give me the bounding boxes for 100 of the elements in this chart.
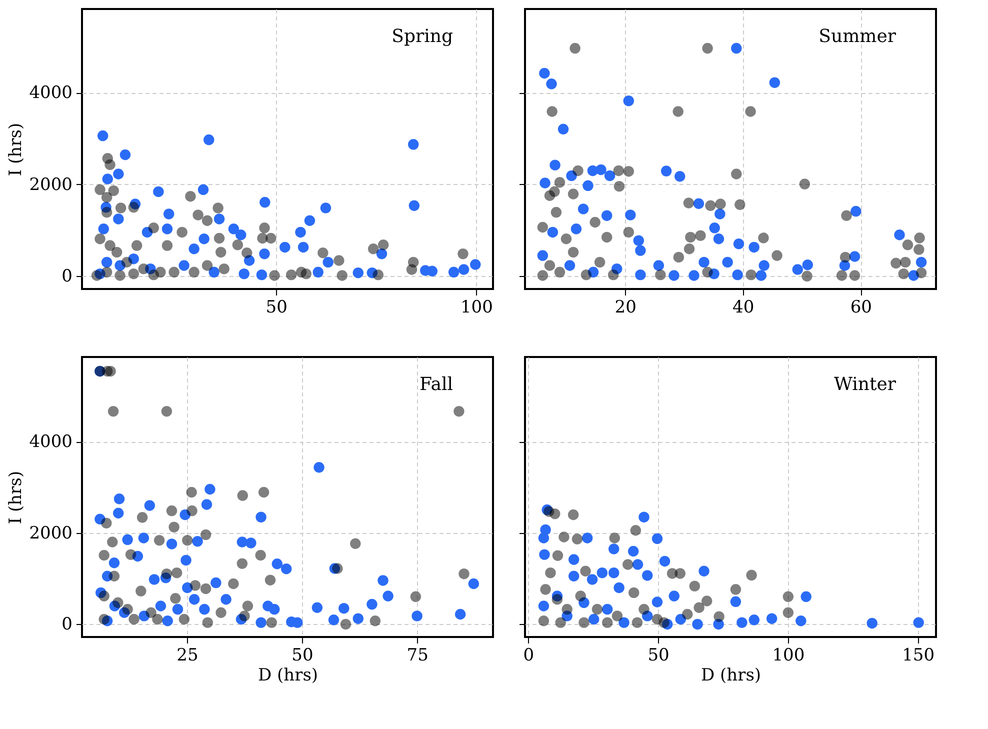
point [260, 196, 270, 208]
y-tick-label: 4000 [29, 83, 72, 104]
y-axis-title: I (hrs) [6, 470, 26, 524]
point [698, 256, 710, 268]
point [618, 617, 630, 628]
point [163, 208, 174, 220]
point [180, 509, 190, 520]
point [138, 264, 149, 274]
point [228, 578, 239, 590]
point [568, 554, 580, 565]
point [601, 210, 612, 221]
point [731, 168, 742, 180]
point [458, 264, 470, 275]
point [142, 226, 153, 238]
point [102, 570, 113, 582]
point [547, 226, 558, 238]
point [458, 568, 470, 580]
point [259, 222, 270, 234]
point [94, 514, 106, 524]
point [642, 610, 653, 622]
point [658, 617, 670, 628]
point [320, 202, 332, 214]
point [588, 614, 600, 625]
point [782, 607, 794, 618]
y-tick-label: 2000 [29, 523, 72, 544]
point [329, 563, 340, 574]
point [578, 617, 590, 628]
point [314, 462, 324, 473]
point [733, 238, 744, 250]
point [836, 270, 848, 281]
point [105, 366, 116, 377]
point [94, 184, 106, 196]
point [352, 613, 364, 624]
point [259, 248, 270, 260]
point [902, 240, 914, 250]
point [578, 597, 590, 608]
point [582, 180, 594, 192]
point [562, 604, 572, 615]
point [186, 505, 198, 516]
point [745, 106, 756, 117]
point [914, 232, 925, 244]
point [269, 270, 280, 281]
point [908, 270, 919, 281]
point [635, 245, 646, 256]
point [732, 269, 743, 280]
point [538, 532, 550, 544]
point [702, 266, 713, 278]
point [590, 216, 600, 228]
point [244, 255, 255, 266]
point [898, 268, 909, 280]
point [709, 222, 720, 234]
point [552, 550, 564, 561]
point [304, 215, 316, 226]
point [568, 570, 580, 582]
point [113, 168, 124, 180]
point [756, 270, 766, 281]
point [540, 584, 551, 595]
point [558, 124, 569, 134]
point [913, 617, 924, 628]
point [537, 250, 548, 261]
point [722, 256, 733, 268]
point [256, 512, 266, 522]
point [628, 546, 639, 557]
point [101, 192, 112, 203]
point [266, 232, 276, 244]
point [632, 559, 644, 570]
point [758, 232, 769, 244]
point [98, 590, 110, 602]
point [850, 206, 862, 217]
point [269, 604, 280, 615]
point [611, 264, 622, 274]
point [171, 567, 182, 578]
point [118, 607, 130, 618]
point [192, 536, 203, 547]
point [182, 534, 193, 546]
point [136, 512, 148, 523]
point [674, 568, 686, 579]
point [701, 596, 712, 606]
text: Fall [419, 374, 454, 395]
point [272, 558, 283, 570]
point [166, 538, 178, 550]
point [564, 260, 576, 271]
point [298, 242, 309, 253]
point [730, 596, 742, 607]
point [328, 614, 340, 626]
point [202, 215, 213, 226]
point [188, 266, 200, 278]
point [161, 406, 172, 417]
point [552, 590, 563, 602]
point [336, 270, 348, 281]
point [694, 602, 704, 613]
point [708, 268, 720, 280]
point [108, 406, 119, 417]
point [255, 550, 266, 561]
point [562, 610, 572, 622]
point [108, 185, 119, 196]
point [96, 587, 106, 598]
point [582, 532, 593, 544]
point [216, 246, 226, 258]
point [104, 240, 116, 251]
